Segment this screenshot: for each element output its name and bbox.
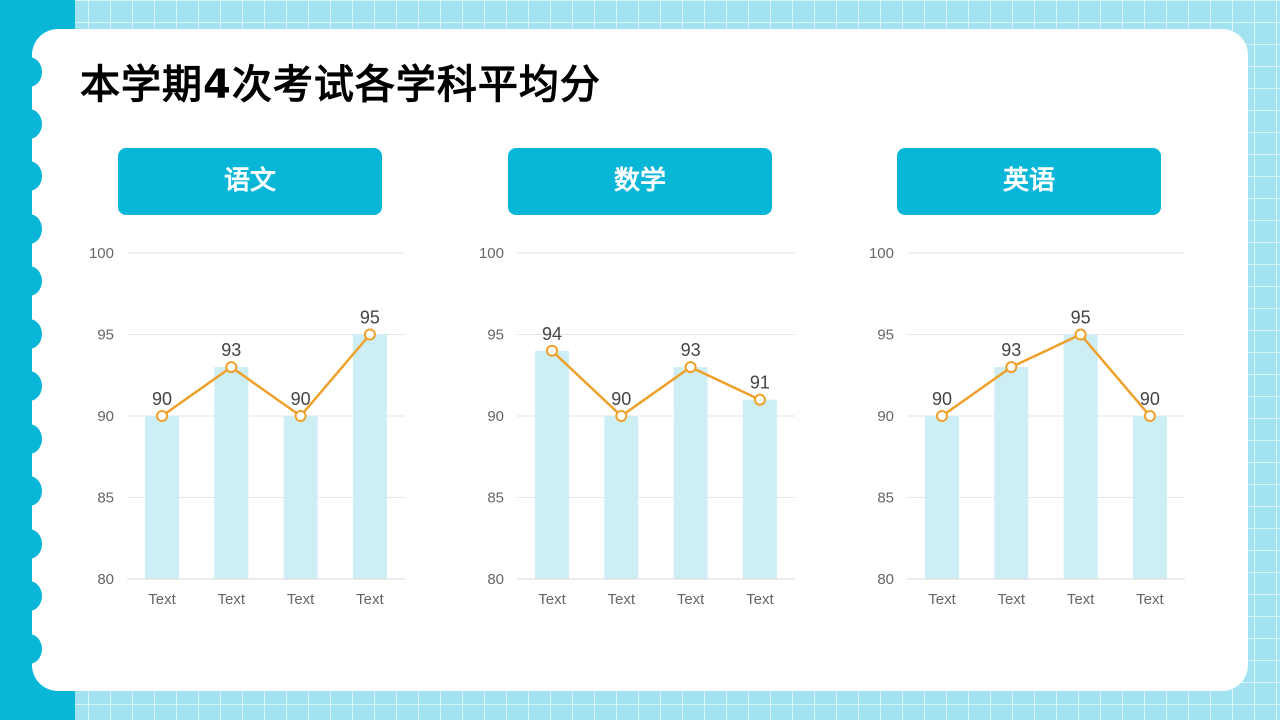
- x-tick-label: Text: [1136, 591, 1164, 608]
- page-title: 本学期4次考试各学科平均分: [80, 62, 601, 108]
- bar: [535, 350, 569, 579]
- y-tick-label: 85: [487, 490, 504, 507]
- data-label: 90: [611, 389, 631, 409]
- bar: [673, 367, 708, 579]
- binder-hole: [16, 634, 42, 664]
- bar: [925, 416, 959, 579]
- x-tick-label: Text: [218, 591, 246, 608]
- bar: [604, 416, 639, 579]
- x-tick-label: Text: [677, 591, 705, 608]
- chart-math: 80 85 90 95 100 Text Text Text Text 94 90 93 91: [479, 245, 795, 608]
- y-tick-label: 85: [877, 490, 894, 507]
- data-label: 93: [221, 340, 241, 360]
- y-tick-label: 95: [877, 327, 894, 344]
- data-label: 90: [1140, 389, 1160, 409]
- bar: [283, 416, 318, 579]
- subject-header-chinese: 语文: [118, 148, 382, 215]
- binder-hole: [16, 161, 42, 191]
- binder-hole: [16, 109, 42, 139]
- y-tick-label: 95: [97, 327, 114, 344]
- x-tick-label: Text: [608, 591, 636, 608]
- binder-hole: [16, 581, 42, 611]
- bar: [994, 367, 1029, 579]
- x-tick-label: Text: [746, 591, 774, 608]
- data-label: 94: [542, 324, 562, 344]
- subject-header-math: 数学: [508, 148, 772, 215]
- x-tick-label: Text: [287, 591, 315, 608]
- data-label: 93: [681, 340, 701, 360]
- chart-english: 80 85 90 95 100 Text Text Text Text 90 93 95 90: [869, 245, 1185, 608]
- chart-chinese: 80 85 90 95 100 Text Text Text Text 90 93 90 95: [89, 245, 405, 608]
- binder-hole: [16, 476, 42, 506]
- y-tick-label: 95: [487, 327, 504, 344]
- binder-hole: [16, 319, 42, 349]
- x-tick-label: Text: [538, 591, 566, 608]
- data-label: 91: [750, 373, 770, 393]
- data-point: [615, 410, 628, 422]
- x-tick-label: Text: [1067, 591, 1095, 608]
- y-tick-label: 90: [487, 408, 504, 425]
- data-label: 90: [291, 389, 311, 409]
- binder-hole: [16, 266, 42, 296]
- series-line: [551, 349, 761, 418]
- x-tick-label: Text: [356, 591, 384, 608]
- bar: [742, 399, 777, 579]
- y-tick-label: 100: [479, 245, 504, 262]
- data-label: 95: [1071, 308, 1091, 328]
- x-tick-label: Text: [998, 591, 1026, 608]
- subject-header-english: 英语: [897, 148, 1161, 215]
- data-label: 93: [1001, 340, 1021, 360]
- data-point: [225, 361, 238, 374]
- data-point: [684, 361, 697, 374]
- x-tick-label: Text: [148, 591, 176, 608]
- data-point: [936, 410, 948, 422]
- series-line: [161, 333, 371, 418]
- y-tick-label: 100: [89, 245, 114, 262]
- bar: [1132, 416, 1167, 579]
- y-tick-label: 85: [97, 490, 114, 507]
- binder-hole: [16, 57, 42, 87]
- data-label: 95: [360, 308, 380, 328]
- data-label: 90: [152, 389, 172, 409]
- data-point: [546, 344, 558, 357]
- data-point: [363, 328, 376, 341]
- y-tick-label: 90: [97, 408, 114, 425]
- data-point: [1005, 361, 1018, 374]
- binder-hole: [16, 424, 42, 454]
- x-tick-label: Text: [928, 591, 956, 608]
- y-tick-label: 90: [877, 408, 894, 425]
- bar: [145, 416, 179, 579]
- y-tick-label: 80: [97, 571, 114, 588]
- data-point: [1074, 328, 1087, 341]
- data-point: [294, 410, 307, 422]
- binder-hole: [16, 214, 42, 244]
- bar: [214, 367, 249, 579]
- data-point: [156, 410, 168, 422]
- content-card: [16, 29, 1248, 691]
- y-tick-label: 80: [487, 571, 504, 588]
- data-label: 90: [932, 389, 952, 409]
- bar: [1063, 334, 1098, 579]
- binder-hole: [16, 371, 42, 401]
- data-point: [1143, 410, 1156, 422]
- binder-hole: [16, 529, 42, 559]
- y-tick-label: 80: [877, 571, 894, 588]
- bar: [352, 334, 387, 579]
- series-line: [941, 333, 1151, 418]
- y-tick-label: 100: [869, 245, 894, 262]
- data-point: [753, 393, 766, 406]
